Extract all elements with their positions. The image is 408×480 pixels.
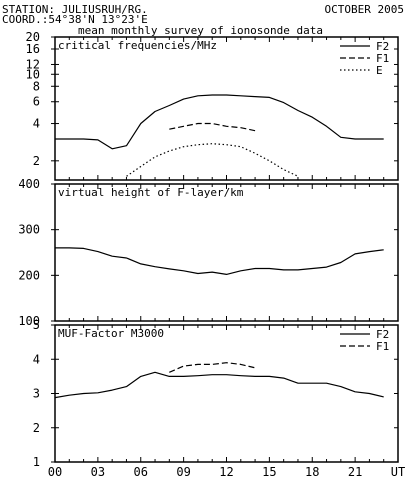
- x-tick-label: 21: [348, 465, 362, 479]
- legend-label: E: [376, 64, 383, 77]
- y-tick-label: 1: [33, 455, 40, 469]
- y-tick-label: 200: [18, 268, 40, 282]
- coordinates-label: COORD.:54°38'N 13°23'E: [2, 13, 148, 26]
- series-line-E: [126, 143, 299, 177]
- y-tick-label: 20: [26, 30, 40, 44]
- legend-label: F1: [376, 52, 389, 65]
- legend-label: F2: [376, 40, 389, 53]
- y-tick-label: 100: [18, 314, 40, 328]
- chart-subtitle: mean monthly survey of ionosonde data: [78, 24, 324, 37]
- series-line-values: [55, 247, 384, 275]
- y-tick-label: 5: [33, 318, 40, 332]
- panel-frame-3: [54, 324, 399, 463]
- series-line-F2: [54, 371, 384, 399]
- series-line-F2: [55, 94, 384, 150]
- y-tick-label: 3: [33, 387, 40, 401]
- x-tick-label: UT: [391, 465, 405, 479]
- panel-title: critical frequencies/MHz: [58, 39, 217, 52]
- y-tick-label: 16: [26, 42, 40, 56]
- y-tick-label: 4: [33, 352, 40, 366]
- legend-label: F2: [376, 328, 389, 341]
- panel-frame-1: [54, 36, 399, 181]
- x-tick-label: 00: [48, 465, 62, 479]
- x-tick-label: 18: [305, 465, 319, 479]
- y-tick-label: 6: [33, 95, 40, 109]
- y-tick-label: 400: [18, 177, 40, 191]
- panel-title: virtual height of F-layer/km: [58, 186, 244, 199]
- y-tick-label: 8: [33, 79, 40, 93]
- y-tick-label: 10: [26, 67, 40, 81]
- y-tick-label: 12: [26, 57, 40, 71]
- x-tick-label: 06: [134, 465, 148, 479]
- x-tick-label: 15: [262, 465, 276, 479]
- series-line-F1: [169, 122, 256, 132]
- station-label: STATION: JULIUSRUH/RG.: [2, 3, 148, 16]
- y-tick-label: 4: [33, 117, 40, 131]
- series-line-F1: [169, 362, 256, 373]
- y-tick-label: 300: [18, 223, 40, 237]
- y-tick-label: 2: [33, 421, 40, 435]
- x-tick-label: 12: [219, 465, 233, 479]
- x-tick-label: 09: [176, 465, 190, 479]
- y-tick-label: 2: [33, 154, 40, 168]
- legend-label: F1: [376, 340, 389, 353]
- panel-title: MUF-Factor M3000: [58, 327, 164, 340]
- date-label: OCTOBER 2005: [324, 3, 404, 16]
- x-tick-label: 03: [91, 465, 105, 479]
- panel-frame-2: [54, 183, 399, 322]
